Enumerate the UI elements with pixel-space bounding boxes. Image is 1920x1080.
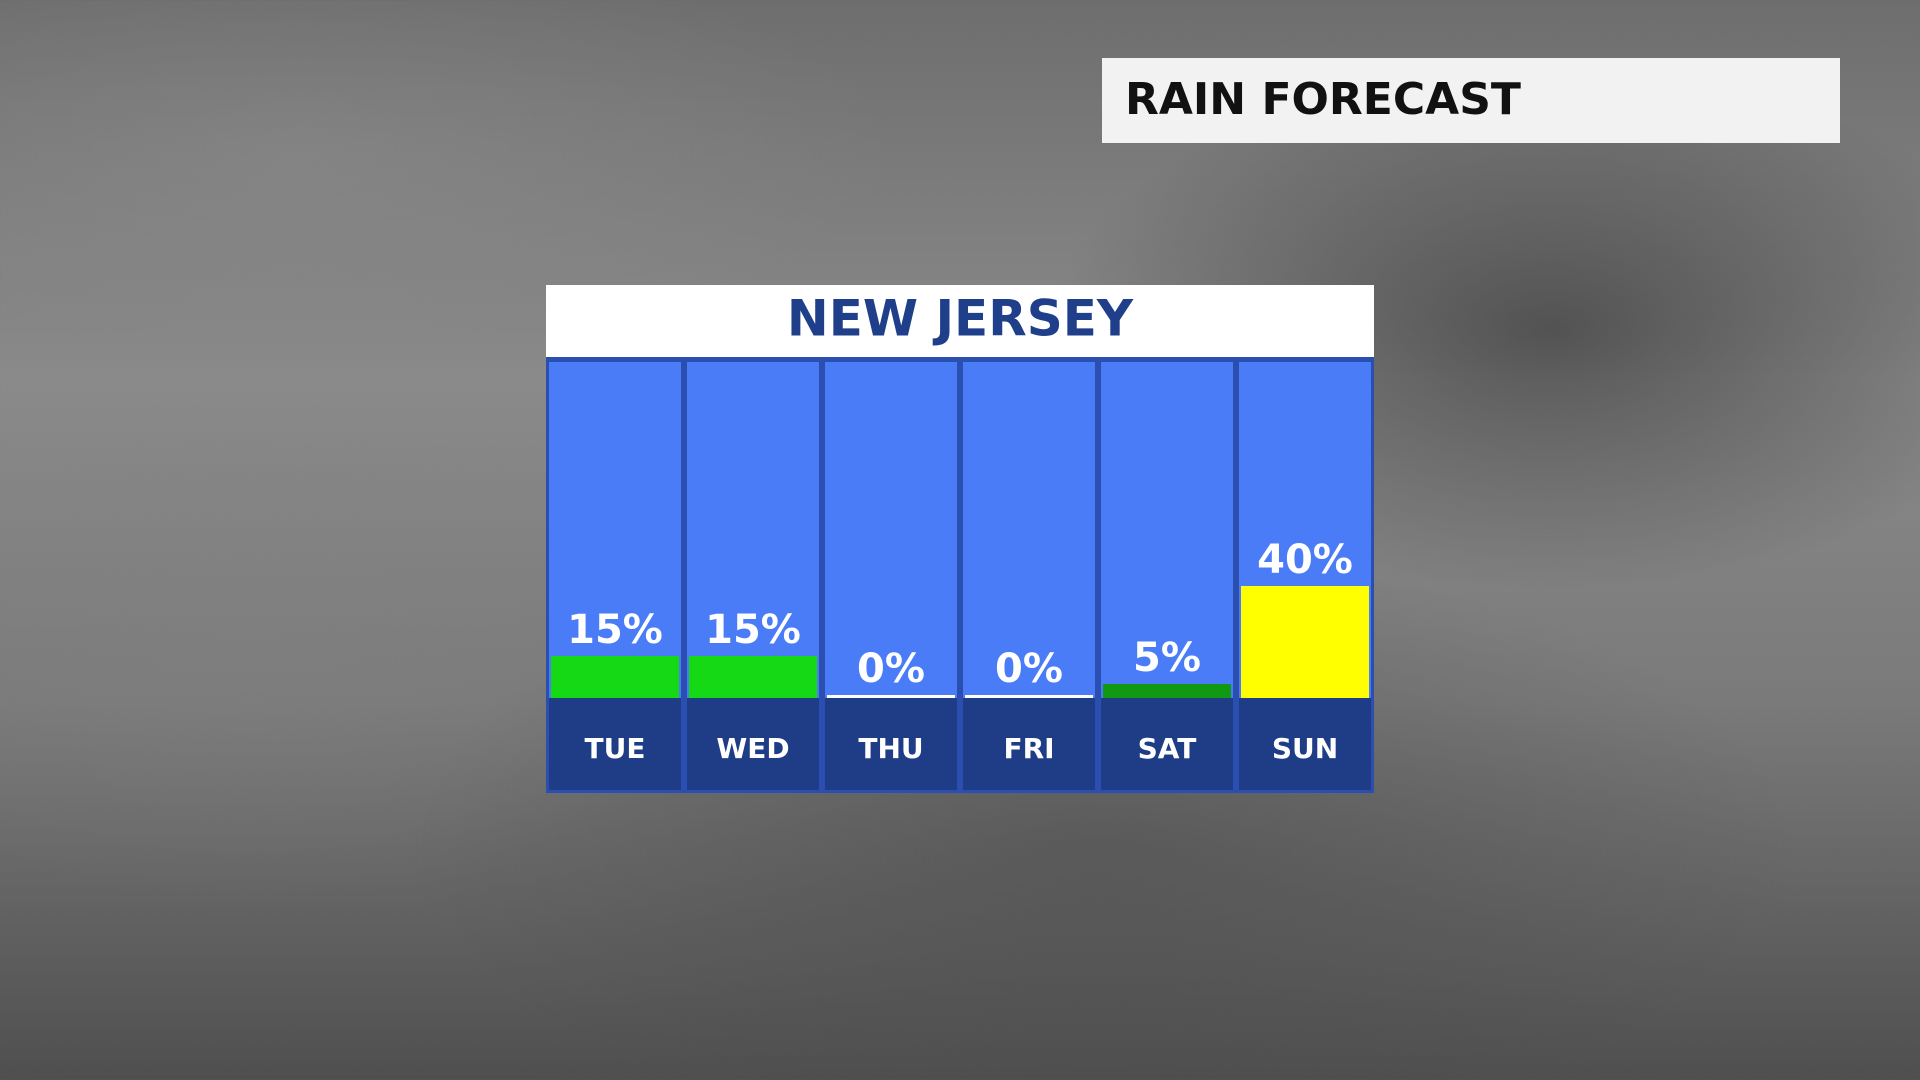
- value-label: 5%: [1133, 635, 1201, 681]
- day-box: [1239, 698, 1371, 790]
- column: [825, 362, 957, 698]
- x-tick-label: WED: [716, 732, 789, 765]
- day-box: [1101, 698, 1233, 790]
- value-label: 15%: [705, 607, 801, 653]
- day-box: [687, 698, 819, 790]
- x-tick-label: THU: [858, 732, 923, 765]
- bar: [827, 695, 955, 698]
- day-box: [549, 698, 681, 790]
- x-tick-label: FRI: [1003, 732, 1054, 765]
- bar: [1241, 586, 1369, 698]
- bar: [689, 656, 817, 698]
- chart-title-box: [546, 285, 1374, 357]
- x-tick-label: SAT: [1138, 732, 1197, 765]
- value-label: 0%: [995, 646, 1063, 692]
- chart-title: NEW JERSEY: [787, 290, 1134, 348]
- column: [1101, 362, 1233, 698]
- column: [963, 362, 1095, 698]
- day-box: [963, 698, 1095, 790]
- panel: [546, 285, 1374, 793]
- value-label: 15%: [567, 607, 663, 653]
- bar: [551, 656, 679, 698]
- page-title: RAIN FORECAST: [1125, 74, 1521, 125]
- title-box: [1102, 58, 1840, 143]
- value-label: 40%: [1257, 537, 1353, 583]
- bar: [965, 695, 1093, 698]
- bar: [1103, 684, 1231, 698]
- x-tick-label: SUN: [1272, 732, 1338, 765]
- column: [687, 362, 819, 698]
- value-label: 0%: [857, 646, 925, 692]
- day-box: [825, 698, 957, 790]
- column: [549, 362, 681, 698]
- x-tick-label: TUE: [585, 732, 646, 765]
